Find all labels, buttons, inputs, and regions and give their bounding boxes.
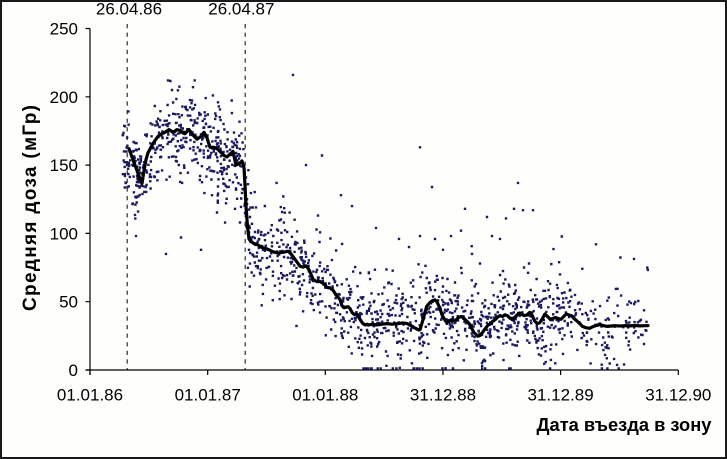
svg-text:31.12.90: 31.12.90 xyxy=(645,386,711,405)
svg-text:31.12.88: 31.12.88 xyxy=(410,386,476,405)
svg-text:200: 200 xyxy=(50,88,78,107)
svg-text:50: 50 xyxy=(59,293,78,312)
svg-text:26.04.87: 26.04.87 xyxy=(208,0,274,19)
svg-text:Средняя доза (мГр): Средняя доза (мГр) xyxy=(20,105,41,311)
svg-text:250: 250 xyxy=(50,20,78,39)
svg-text:31.12.89: 31.12.89 xyxy=(528,386,594,405)
svg-text:01.01.86: 01.01.86 xyxy=(57,386,123,405)
svg-text:100: 100 xyxy=(50,224,78,243)
svg-text:Дата въезда в зону: Дата въезда в зону xyxy=(537,414,713,435)
svg-text:0: 0 xyxy=(69,361,78,380)
svg-text:01.01.87: 01.01.87 xyxy=(175,386,241,405)
svg-text:26.04.86: 26.04.86 xyxy=(96,0,162,19)
svg-text:150: 150 xyxy=(50,156,78,175)
svg-text:01.01.88: 01.01.88 xyxy=(292,386,358,405)
